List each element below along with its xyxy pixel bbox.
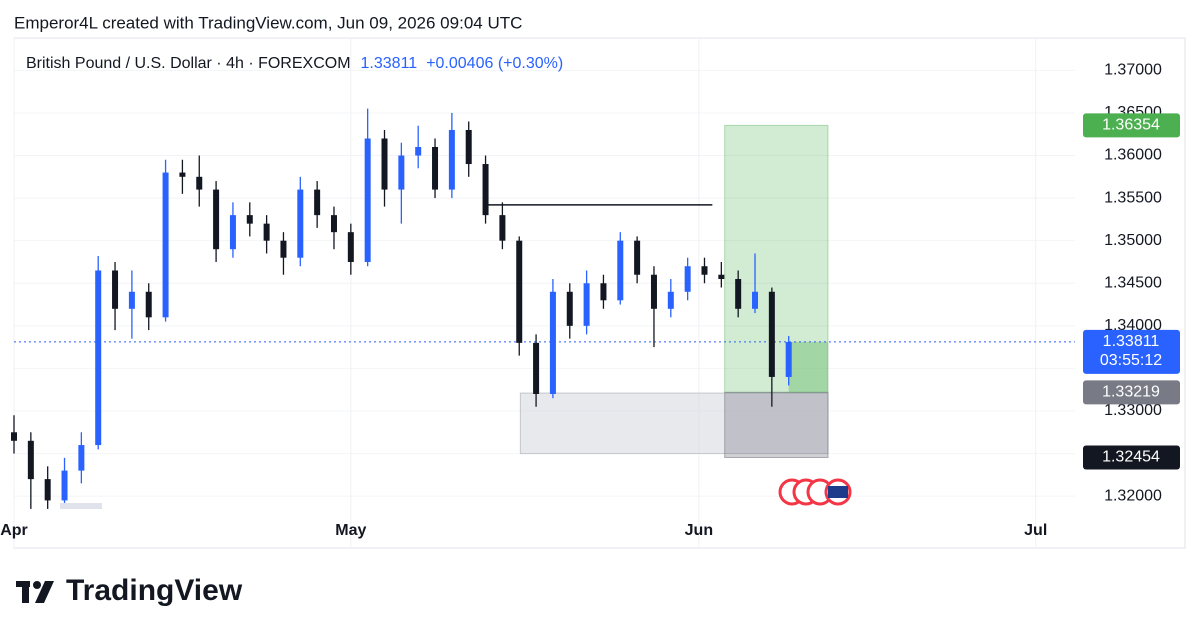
y-tick-label: 1.33000: [1104, 402, 1162, 419]
axis: 1.320001.325001.330001.335001.340001.345…: [0, 62, 1180, 539]
candle-body: [128, 291, 135, 309]
grid: [13, 38, 1075, 548]
candle-body: [364, 138, 371, 262]
candle-body: [752, 291, 759, 309]
candle-body: [145, 291, 152, 318]
candle-body: [499, 215, 506, 241]
candle-body: [27, 440, 34, 480]
brand-logo: [16, 581, 54, 603]
x-tick-label: Jun: [685, 522, 713, 539]
candle-body: [448, 129, 455, 190]
entry-label: 1.33219: [1102, 384, 1160, 401]
entry-label-box: [1083, 380, 1180, 405]
candle-body: [566, 291, 573, 326]
event-icons: [778, 478, 852, 506]
attribution: Emperor4L created with TradingView.com, …: [14, 13, 522, 32]
candle-body: [44, 479, 51, 501]
candle-body: [735, 279, 742, 309]
candle-body: [196, 176, 203, 190]
candle-body: [61, 470, 68, 501]
y-tick-label: 1.34000: [1104, 317, 1162, 334]
symbol-line: British Pound / U.S. Dollar · 4h · FOREX…: [26, 55, 563, 72]
candle-body: [768, 291, 775, 377]
candle-body: [162, 172, 169, 318]
candle-body: [549, 291, 556, 394]
last-price-label: 1.33811: [1103, 333, 1160, 350]
brand: TradingView: [66, 574, 243, 607]
price-change: +0.00406 (+0.30%): [426, 55, 563, 72]
candle-body: [667, 291, 674, 309]
last-price-box: [1083, 329, 1180, 374]
logo-part: [22, 581, 29, 603]
candle-body: [297, 189, 304, 258]
stop-area: [724, 391, 829, 458]
candle-body: [432, 147, 439, 190]
target-label: 1.36354: [1102, 117, 1160, 134]
stop-label: 1.32454: [1102, 449, 1160, 466]
last-price: 1.33811: [361, 55, 418, 72]
y-tick-label: 1.37000: [1104, 62, 1162, 79]
y-tick-label: 1.36000: [1104, 147, 1162, 164]
candle-body: [684, 266, 691, 292]
y-tick-label: 1.34500: [1104, 274, 1162, 291]
stop-label-box: [1083, 445, 1180, 470]
x-tick-label: May: [335, 522, 366, 539]
candle-body: [213, 189, 220, 250]
candle-body: [330, 215, 337, 233]
target-area: [724, 124, 829, 393]
candle-body: [701, 266, 708, 275]
candle-body: [583, 283, 590, 326]
y-tick-label: 1.35000: [1104, 232, 1162, 249]
chart-title: British Pound / U.S. Dollar · 4h · FOREX…: [26, 55, 351, 72]
x-tick-label: Apr: [0, 522, 28, 539]
countdown: 03:55:12: [1100, 352, 1162, 369]
candle-body: [482, 164, 489, 216]
candle-body: [246, 215, 253, 224]
open-profit-area: [788, 341, 828, 393]
candle-body: [280, 240, 287, 258]
logo-part: [35, 581, 54, 603]
candle-body: [78, 445, 85, 471]
candle-body: [634, 240, 641, 275]
candle-body: [516, 240, 523, 343]
logo-part: [33, 581, 41, 589]
flag: [828, 486, 848, 498]
candle-body: [95, 270, 102, 446]
candle-body: [347, 232, 354, 262]
candle-body: [179, 172, 186, 177]
zone: [519, 392, 829, 455]
candle-body: [785, 342, 792, 377]
candle-body: [718, 274, 725, 279]
x-tick-label: Jul: [1024, 522, 1047, 539]
candle-body: [600, 283, 607, 301]
candle-body: [263, 223, 270, 241]
candle-body: [617, 240, 624, 301]
candle-body: [398, 155, 405, 190]
scroll-hint: [60, 503, 102, 509]
plot: [11, 108, 1075, 509]
candle-body: [112, 270, 119, 309]
y-tick-label: 1.32000: [1104, 487, 1162, 504]
candle-body: [650, 274, 657, 309]
target-label-box: [1083, 113, 1180, 138]
candle-body: [314, 189, 321, 216]
candle-body: [415, 147, 422, 156]
candle-body: [533, 342, 540, 394]
candle-body: [229, 215, 236, 250]
y-tick-label: 1.35500: [1104, 189, 1162, 206]
candle-body: [11, 432, 17, 441]
candle-body: [381, 138, 388, 190]
candle-body: [465, 129, 472, 165]
